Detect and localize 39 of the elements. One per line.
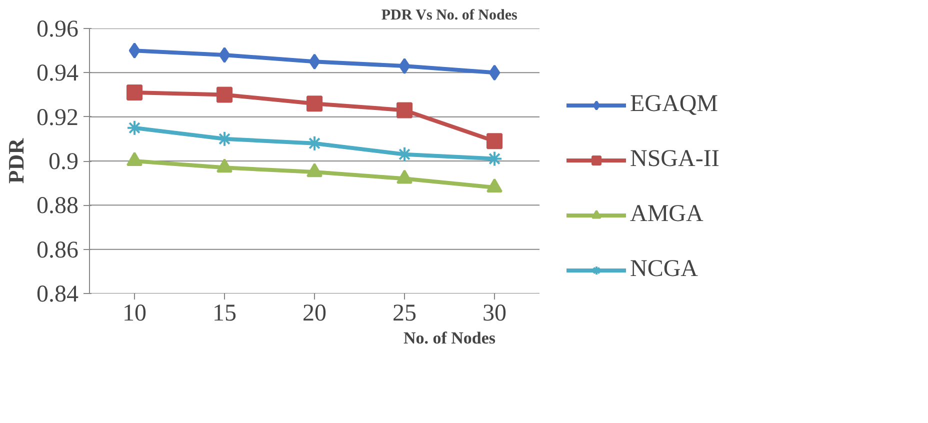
point xyxy=(216,130,232,147)
x-axis-title: No. of Nodes xyxy=(403,328,496,348)
point xyxy=(486,133,502,150)
legend-label: AMGA xyxy=(630,201,704,228)
y-tick-label: 0.96 xyxy=(36,16,78,42)
point xyxy=(306,96,322,112)
point xyxy=(306,162,322,178)
point xyxy=(218,47,230,63)
point xyxy=(126,84,142,101)
y-axis-title: PDR xyxy=(4,137,28,184)
y-tick-label: 0.9 xyxy=(48,149,78,175)
legend-label: EGAQM xyxy=(630,91,718,118)
point xyxy=(126,152,142,166)
point xyxy=(398,58,410,74)
y-tick-label: 0.94 xyxy=(36,60,78,87)
x-tick-label: 30 xyxy=(482,300,506,326)
y-tick-label: 0.86 xyxy=(36,237,78,264)
point xyxy=(128,42,140,59)
point xyxy=(396,146,412,162)
x-tick-label: 25 xyxy=(392,300,416,326)
x-tick-label: 15 xyxy=(212,300,236,326)
point xyxy=(396,170,412,184)
point xyxy=(396,102,412,118)
y-tick-label: 0.84 xyxy=(36,282,78,308)
y-tick-label: 0.88 xyxy=(36,193,78,220)
point xyxy=(308,54,320,70)
point xyxy=(486,150,502,167)
point xyxy=(488,64,500,81)
point xyxy=(486,178,502,193)
point xyxy=(216,86,232,103)
point xyxy=(126,120,142,136)
point xyxy=(306,135,322,152)
legend-label: NSGA-II xyxy=(630,146,720,173)
point xyxy=(216,158,232,173)
y-tick-label: 0.92 xyxy=(36,104,78,131)
x-tick-label: 10 xyxy=(122,300,146,326)
x-tick-label: 20 xyxy=(302,300,326,326)
chart-title: PDR Vs No. of Nodes xyxy=(381,8,518,24)
legend-label: NCGA xyxy=(630,256,698,283)
